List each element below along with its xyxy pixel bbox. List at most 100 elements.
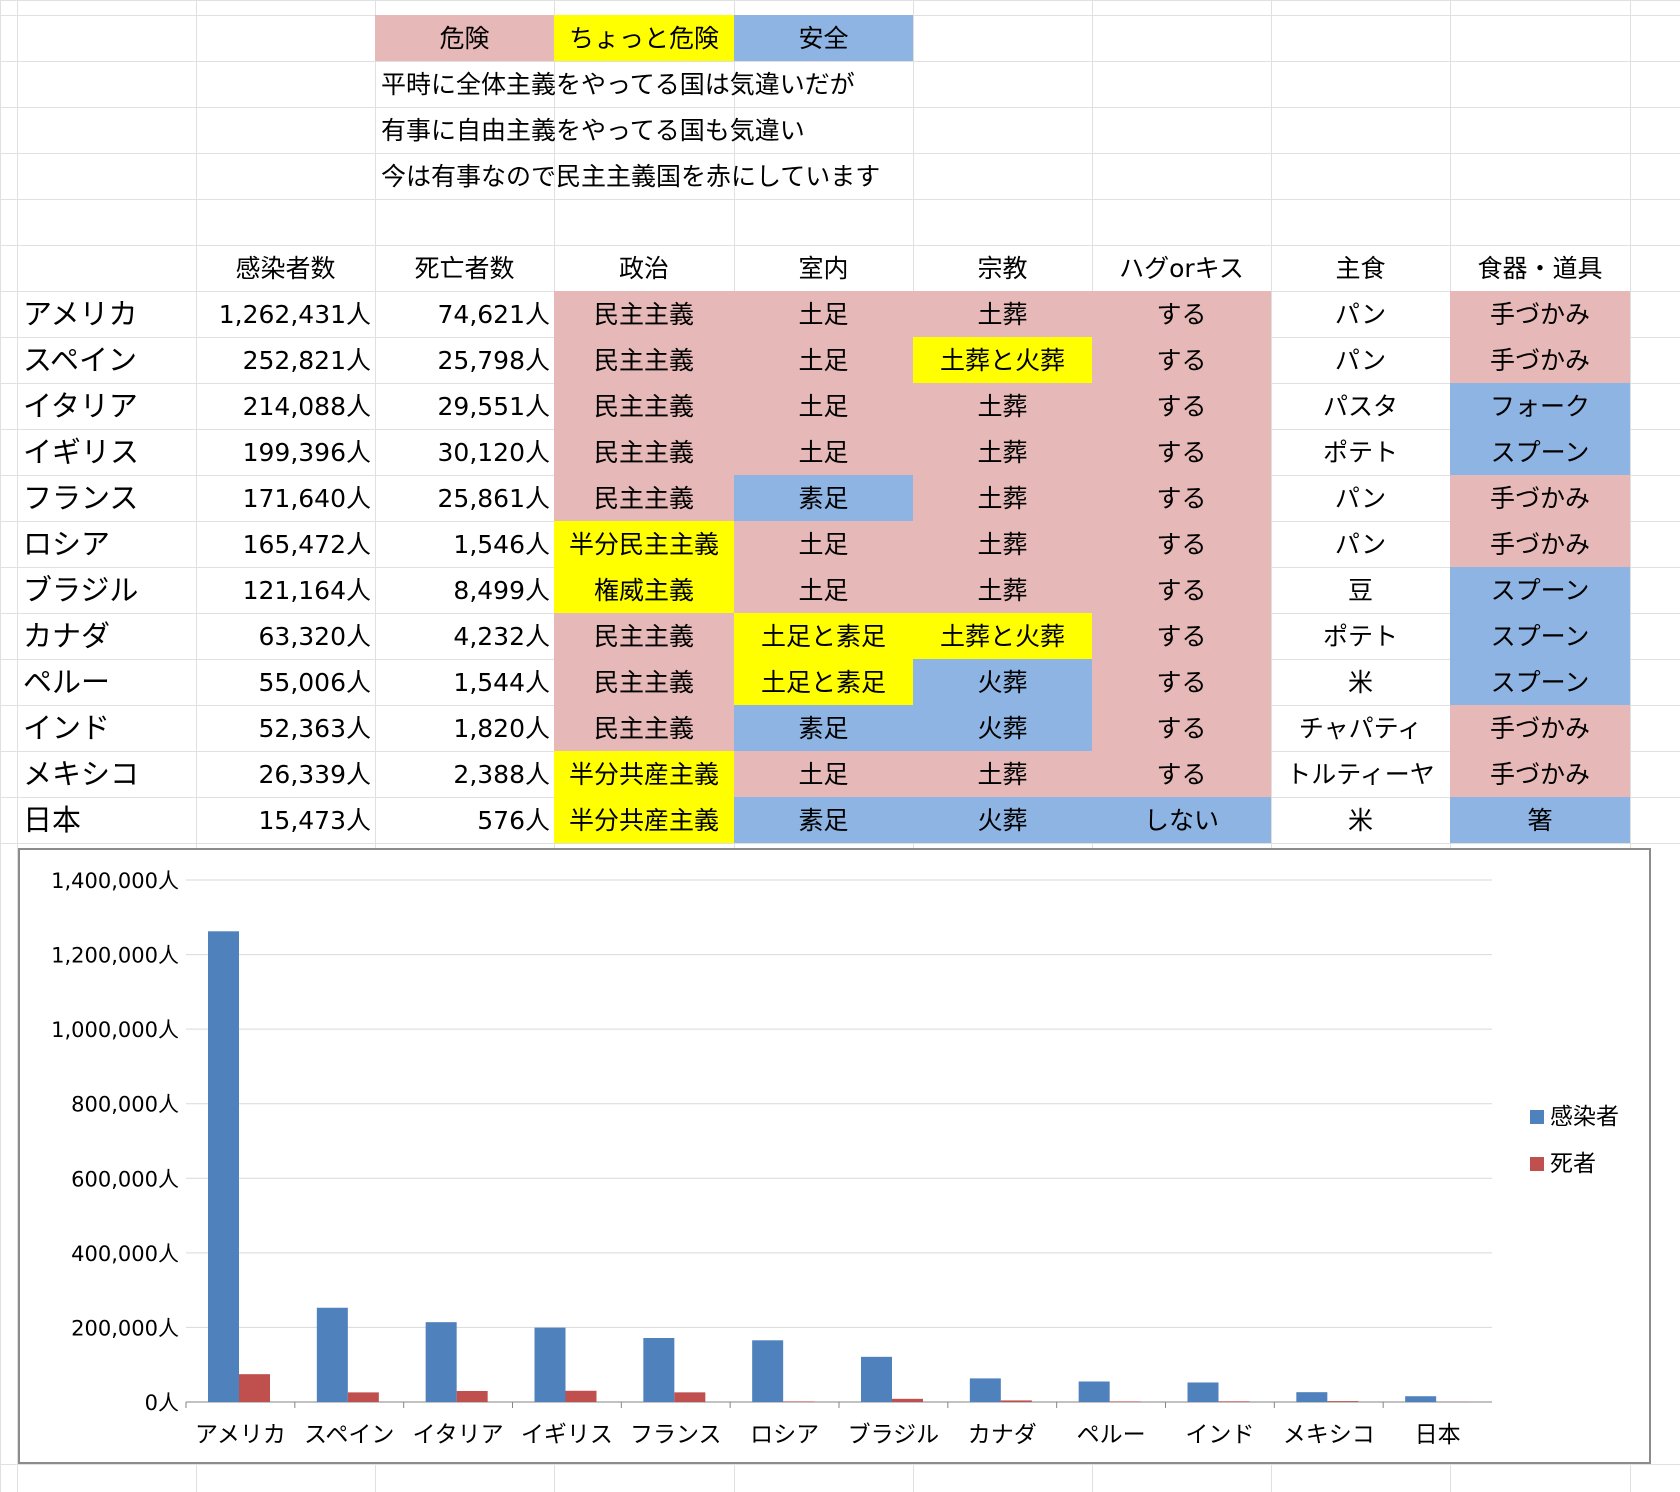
death-count[interactable]: 2,388人 bbox=[453, 759, 550, 789]
infected-count[interactable]: 55,006人 bbox=[258, 667, 371, 697]
attribute-staple[interactable]: トルティーヤ bbox=[1286, 759, 1435, 789]
infected-count[interactable]: 121,164人 bbox=[242, 575, 371, 605]
attribute-indoor[interactable]: 土足 bbox=[734, 383, 913, 429]
country-name[interactable]: カナダ bbox=[23, 618, 111, 653]
country-name[interactable]: インド bbox=[23, 710, 111, 745]
attribute-hug[interactable]: する bbox=[1092, 475, 1271, 521]
attribute-staple[interactable]: パン bbox=[1334, 483, 1387, 513]
attribute-utensil[interactable]: スプーン bbox=[1450, 659, 1630, 705]
death-count[interactable]: 8,499人 bbox=[453, 575, 550, 605]
country-name[interactable]: アメリカ bbox=[23, 296, 138, 331]
attribute-indoor[interactable]: 土足 bbox=[734, 567, 913, 613]
attribute-hug[interactable]: する bbox=[1092, 383, 1271, 429]
attribute-politics[interactable]: 民主主義 bbox=[554, 429, 734, 475]
attribute-indoor[interactable]: 土足 bbox=[734, 337, 913, 383]
attribute-utensil[interactable]: スプーン bbox=[1450, 567, 1630, 613]
country-name[interactable]: ブラジル bbox=[23, 572, 139, 607]
message-line[interactable]: 有事に自由主義をやってる国も気違い bbox=[381, 115, 805, 145]
column-header[interactable]: 政治 bbox=[618, 253, 669, 283]
key-danger[interactable]: 危険 bbox=[375, 15, 554, 61]
death-count[interactable]: 30,120人 bbox=[437, 437, 550, 467]
attribute-politics[interactable]: 民主主義 bbox=[554, 613, 734, 659]
bar-chart[interactable]: 0人 200,000人 400,000人 600,000人 800,000人 1,000,… bbox=[18, 848, 1651, 1464]
attribute-indoor[interactable]: 素足 bbox=[734, 475, 913, 521]
attribute-politics[interactable]: 民主主義 bbox=[554, 475, 734, 521]
death-count[interactable]: 576人 bbox=[477, 805, 550, 835]
death-count[interactable]: 74,621人 bbox=[437, 299, 550, 329]
attribute-staple[interactable]: パン bbox=[1334, 529, 1387, 559]
country-name[interactable]: イギリス bbox=[23, 434, 140, 469]
infected-count[interactable]: 214,088人 bbox=[242, 391, 371, 421]
death-count[interactable]: 1,544人 bbox=[453, 667, 550, 697]
attribute-religion[interactable]: 土葬 bbox=[913, 291, 1092, 337]
key-caution[interactable]: ちょっと危険 bbox=[554, 15, 734, 61]
attribute-politics[interactable]: 半分民主主義 bbox=[554, 521, 734, 567]
attribute-religion[interactable]: 火葬 bbox=[913, 659, 1092, 705]
country-name[interactable]: ペルー bbox=[23, 664, 111, 699]
country-name[interactable]: イタリア bbox=[23, 388, 138, 423]
key-safe[interactable]: 安全 bbox=[734, 15, 913, 61]
infected-count[interactable]: 1,262,431人 bbox=[218, 299, 371, 329]
attribute-hug[interactable]: する bbox=[1092, 337, 1271, 383]
attribute-hug[interactable]: しない bbox=[1092, 797, 1271, 843]
attribute-politics[interactable]: 民主主義 bbox=[554, 659, 734, 705]
attribute-politics[interactable]: 民主主義 bbox=[554, 337, 734, 383]
attribute-staple[interactable]: ポテト bbox=[1322, 437, 1398, 467]
death-count[interactable]: 1,820人 bbox=[453, 713, 550, 743]
attribute-staple[interactable]: 米 bbox=[1347, 667, 1373, 697]
death-count[interactable]: 1,546人 bbox=[453, 529, 550, 559]
column-header[interactable]: 室内 bbox=[798, 253, 849, 283]
attribute-indoor[interactable]: 土足 bbox=[734, 751, 913, 797]
column-header[interactable]: ハグorキス bbox=[1119, 253, 1244, 283]
column-header[interactable]: 宗教 bbox=[977, 253, 1028, 283]
attribute-hug[interactable]: する bbox=[1092, 751, 1271, 797]
infected-count[interactable]: 52,363人 bbox=[258, 713, 371, 743]
attribute-religion[interactable]: 土葬 bbox=[913, 429, 1092, 475]
attribute-utensil[interactable]: 手づかみ bbox=[1450, 705, 1630, 751]
attribute-staple[interactable]: パン bbox=[1334, 299, 1387, 329]
attribute-religion[interactable]: 土葬と火葬 bbox=[913, 337, 1092, 383]
death-count[interactable]: 29,551人 bbox=[437, 391, 550, 421]
death-count[interactable]: 4,232人 bbox=[453, 621, 550, 651]
infected-count[interactable]: 171,640人 bbox=[242, 483, 371, 513]
attribute-staple[interactable]: パスタ bbox=[1322, 391, 1398, 421]
attribute-utensil[interactable]: 手づかみ bbox=[1450, 337, 1630, 383]
attribute-hug[interactable]: する bbox=[1092, 705, 1271, 751]
attribute-indoor[interactable]: 素足 bbox=[734, 797, 913, 843]
attribute-hug[interactable]: する bbox=[1092, 567, 1271, 613]
attribute-utensil[interactable]: 手づかみ bbox=[1450, 475, 1630, 521]
country-name[interactable]: フランス bbox=[23, 480, 139, 515]
attribute-politics[interactable]: 民主主義 bbox=[554, 383, 734, 429]
message-line[interactable]: 今は有事なので民主主義国を赤にしています bbox=[381, 161, 881, 191]
column-header[interactable]: 死亡者数 bbox=[414, 253, 515, 283]
attribute-utensil[interactable]: スプーン bbox=[1450, 613, 1630, 659]
infected-count[interactable]: 199,396人 bbox=[242, 437, 371, 467]
country-name[interactable]: ロシア bbox=[23, 526, 111, 561]
attribute-utensil[interactable]: スプーン bbox=[1450, 429, 1630, 475]
attribute-hug[interactable]: する bbox=[1092, 521, 1271, 567]
attribute-religion[interactable]: 火葬 bbox=[913, 797, 1092, 843]
attribute-politics[interactable]: 民主主義 bbox=[554, 705, 734, 751]
attribute-staple[interactable]: 豆 bbox=[1347, 575, 1373, 605]
attribute-staple[interactable]: ポテト bbox=[1322, 621, 1398, 651]
attribute-religion[interactable]: 土葬 bbox=[913, 751, 1092, 797]
attribute-politics[interactable]: 半分共産主義 bbox=[554, 751, 734, 797]
column-header[interactable]: 感染者数 bbox=[235, 253, 336, 283]
message-line[interactable]: 平時に全体主義をやってる国は気違いだが bbox=[381, 69, 855, 99]
attribute-staple[interactable]: 米 bbox=[1347, 805, 1373, 835]
attribute-utensil[interactable]: 箸 bbox=[1450, 797, 1630, 843]
infected-count[interactable]: 63,320人 bbox=[258, 621, 371, 651]
attribute-utensil[interactable]: 手づかみ bbox=[1450, 751, 1630, 797]
attribute-hug[interactable]: する bbox=[1092, 429, 1271, 475]
attribute-hug[interactable]: する bbox=[1092, 291, 1271, 337]
attribute-staple[interactable]: チャパティ bbox=[1298, 713, 1423, 743]
attribute-indoor[interactable]: 土足 bbox=[734, 521, 913, 567]
attribute-politics[interactable]: 権威主義 bbox=[554, 567, 734, 613]
death-count[interactable]: 25,798人 bbox=[437, 345, 550, 375]
attribute-utensil[interactable]: フォーク bbox=[1450, 383, 1630, 429]
death-count[interactable]: 25,861人 bbox=[437, 483, 550, 513]
attribute-religion[interactable]: 土葬と火葬 bbox=[913, 613, 1092, 659]
attribute-hug[interactable]: する bbox=[1092, 613, 1271, 659]
country-name[interactable]: スペイン bbox=[23, 342, 137, 377]
